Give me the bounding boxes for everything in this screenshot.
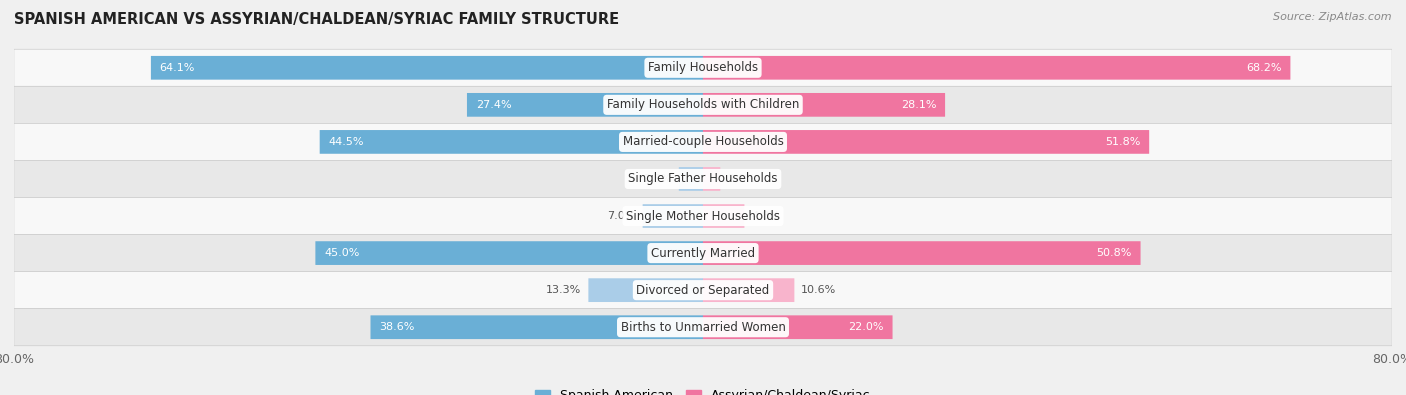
Text: 51.8%: 51.8% [1105,137,1140,147]
FancyBboxPatch shape [14,308,1392,346]
FancyBboxPatch shape [14,87,1392,123]
Text: Married-couple Households: Married-couple Households [623,135,783,149]
FancyBboxPatch shape [14,235,1392,272]
FancyBboxPatch shape [703,315,893,339]
Legend: Spanish American, Assyrian/Chaldean/Syriac: Spanish American, Assyrian/Chaldean/Syri… [530,384,876,395]
Text: Family Households: Family Households [648,61,758,74]
Text: 64.1%: 64.1% [160,63,195,73]
FancyBboxPatch shape [315,241,703,265]
Text: 2.0%: 2.0% [727,174,755,184]
Text: 68.2%: 68.2% [1246,63,1282,73]
Text: Single Mother Households: Single Mother Households [626,209,780,222]
FancyBboxPatch shape [703,241,1140,265]
FancyBboxPatch shape [467,93,703,117]
Text: 22.0%: 22.0% [848,322,884,332]
Text: 50.8%: 50.8% [1097,248,1132,258]
Text: 45.0%: 45.0% [323,248,360,258]
Text: 13.3%: 13.3% [547,285,582,295]
Text: Source: ZipAtlas.com: Source: ZipAtlas.com [1274,12,1392,22]
FancyBboxPatch shape [14,160,1392,198]
Text: 44.5%: 44.5% [329,137,364,147]
FancyBboxPatch shape [14,49,1392,87]
Text: 10.6%: 10.6% [801,285,837,295]
Text: Divorced or Separated: Divorced or Separated [637,284,769,297]
Text: 28.1%: 28.1% [901,100,936,110]
FancyBboxPatch shape [703,204,744,228]
Text: 2.8%: 2.8% [644,174,672,184]
Text: Single Father Households: Single Father Households [628,173,778,186]
Text: SPANISH AMERICAN VS ASSYRIAN/CHALDEAN/SYRIAC FAMILY STRUCTURE: SPANISH AMERICAN VS ASSYRIAN/CHALDEAN/SY… [14,12,619,27]
FancyBboxPatch shape [588,278,703,302]
FancyBboxPatch shape [319,130,703,154]
FancyBboxPatch shape [703,167,720,191]
Text: 38.6%: 38.6% [380,322,415,332]
FancyBboxPatch shape [703,56,1291,80]
FancyBboxPatch shape [14,272,1392,308]
FancyBboxPatch shape [150,56,703,80]
Text: Family Households with Children: Family Households with Children [607,98,799,111]
Text: Currently Married: Currently Married [651,246,755,260]
FancyBboxPatch shape [643,204,703,228]
FancyBboxPatch shape [371,315,703,339]
Text: 4.8%: 4.8% [751,211,780,221]
FancyBboxPatch shape [703,278,794,302]
Text: Births to Unmarried Women: Births to Unmarried Women [620,321,786,334]
FancyBboxPatch shape [679,167,703,191]
Text: 7.0%: 7.0% [607,211,636,221]
Text: 27.4%: 27.4% [475,100,512,110]
FancyBboxPatch shape [14,123,1392,160]
FancyBboxPatch shape [703,130,1149,154]
FancyBboxPatch shape [14,198,1392,235]
FancyBboxPatch shape [703,93,945,117]
